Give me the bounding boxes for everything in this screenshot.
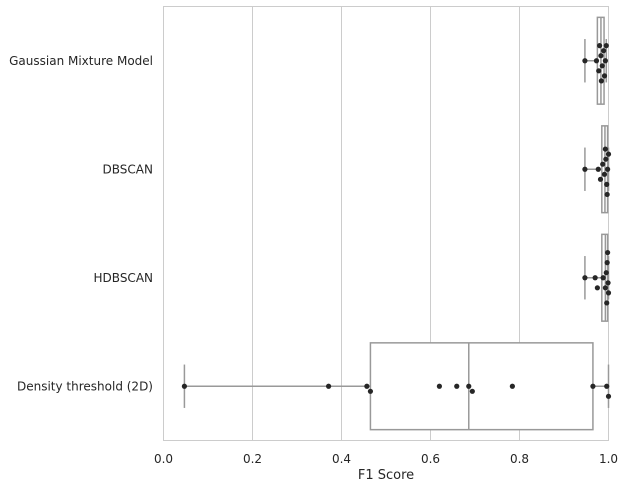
- plot-area-frame: [163, 6, 609, 441]
- swarm-points: [181, 43, 612, 399]
- data-point: [325, 383, 332, 389]
- data-point: [600, 275, 606, 281]
- box-iqr: [369, 342, 594, 431]
- category-label: Gaussian Mixture Model: [9, 54, 153, 68]
- data-point: [181, 383, 188, 389]
- data-point: [605, 249, 611, 256]
- data-point: [582, 275, 588, 281]
- category-label: DBSCAN: [103, 162, 153, 176]
- category-labels: Gaussian Mixture Model DBSCAN HDBSCAN Densi…: [9, 54, 153, 394]
- box-series: [183, 16, 610, 431]
- data-point: [604, 181, 610, 187]
- data-point: [604, 260, 610, 266]
- data-point: [600, 161, 606, 167]
- data-point: [605, 290, 612, 296]
- data-point: [603, 43, 609, 49]
- data-point: [592, 275, 598, 281]
- data-point: [601, 48, 607, 54]
- data-point: [596, 68, 602, 74]
- data-point: [605, 280, 611, 286]
- data-point: [454, 383, 460, 389]
- data-point: [436, 383, 442, 389]
- data-point: [595, 166, 601, 172]
- data-point: [605, 393, 612, 399]
- data-point: [594, 285, 600, 291]
- category-label: Density threshold (2D): [17, 379, 153, 393]
- data-point: [466, 383, 472, 389]
- x-tick-label: 1.0: [599, 452, 618, 466]
- data-point: [602, 146, 608, 152]
- data-point: [597, 176, 604, 182]
- data-point: [582, 58, 588, 64]
- data-point: [582, 166, 588, 172]
- data-point: [605, 166, 611, 172]
- data-point: [604, 383, 610, 389]
- x-tick-labels: 0.0 0.2 0.4 0.6 0.8 1.0: [154, 452, 618, 466]
- data-point: [602, 285, 608, 291]
- data-point: [602, 58, 608, 64]
- x-tick-label: 0.4: [332, 452, 351, 466]
- data-point: [509, 383, 515, 389]
- x-axis-label: F1 Score: [358, 468, 414, 483]
- data-point: [597, 43, 603, 49]
- x-tick-label: 0.0: [154, 452, 173, 466]
- data-point: [590, 383, 596, 389]
- data-point: [604, 191, 610, 198]
- x-tick-label: 0.6: [421, 452, 440, 466]
- data-point: [598, 53, 604, 59]
- data-point: [605, 151, 612, 157]
- data-point: [601, 73, 608, 79]
- data-point: [603, 156, 609, 162]
- data-point: [603, 270, 609, 276]
- data-point: [367, 388, 374, 394]
- data-point: [599, 63, 605, 69]
- box-group: [183, 342, 610, 431]
- x-tick-label: 0.8: [510, 452, 529, 466]
- data-point: [593, 58, 600, 64]
- data-point: [604, 300, 610, 306]
- x-tick-label: 0.2: [243, 452, 262, 466]
- data-point: [364, 383, 370, 389]
- data-point: [598, 78, 604, 84]
- data-point: [601, 171, 608, 177]
- data-point: [469, 388, 475, 394]
- category-label: HDBSCAN: [94, 271, 153, 285]
